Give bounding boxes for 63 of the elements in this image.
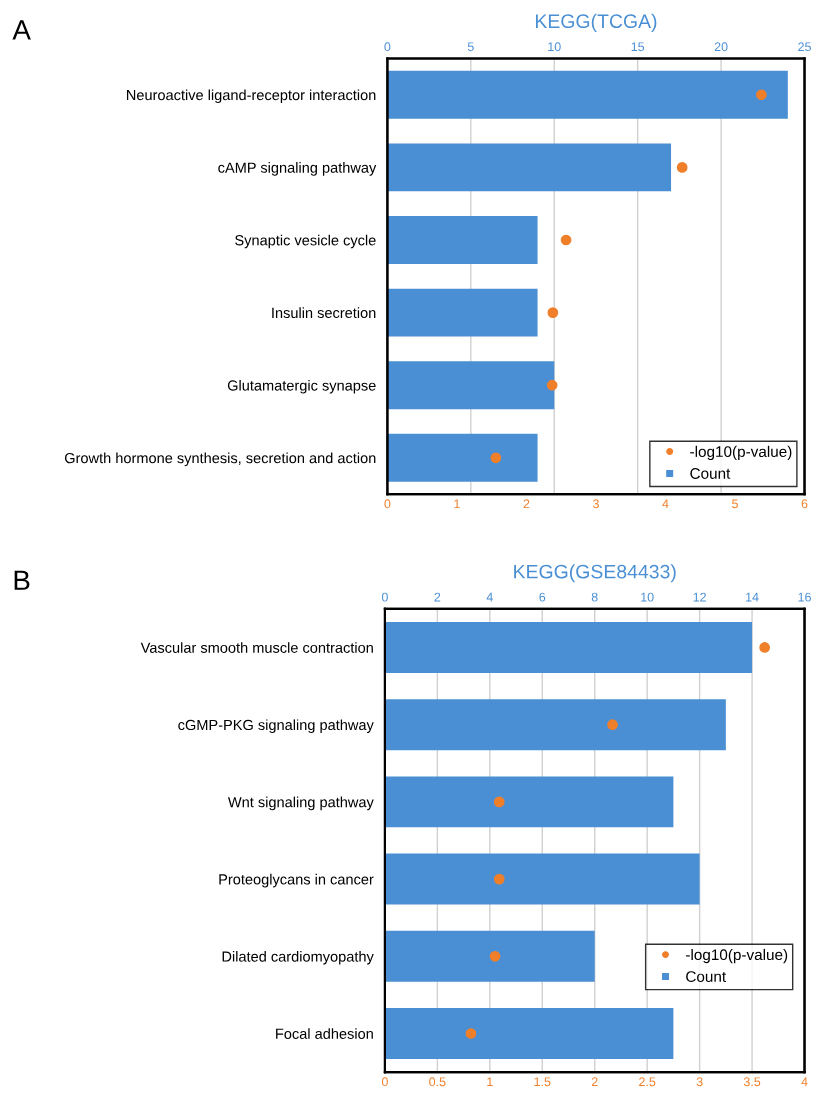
y-tick-label: Wnt signaling pathway xyxy=(227,796,374,811)
x-tick-label: 4 xyxy=(801,1077,808,1087)
x2-tick-label: 8 xyxy=(591,592,598,602)
x2-tick-label: 10 xyxy=(641,592,654,602)
x2-tick-label: 16 xyxy=(798,592,811,602)
y-tick-label: Synaptic vesicle cycle xyxy=(235,234,376,249)
x2-tick-label: 25 xyxy=(798,42,811,52)
x-tick-label: 2.5 xyxy=(639,1077,656,1087)
x2-tick-label: 5 xyxy=(467,42,474,52)
point xyxy=(489,950,501,962)
x-tick-label: 1 xyxy=(454,499,460,509)
point xyxy=(560,234,572,246)
x-tick-label: 3.5 xyxy=(743,1077,761,1087)
y-tick-label: Focal adhesion xyxy=(276,1028,373,1039)
x-tick-label: 4 xyxy=(662,499,669,509)
x-tick-label: 2 xyxy=(591,1077,598,1087)
x2-tick-label: 15 xyxy=(631,42,645,52)
legend-label: Count xyxy=(690,468,731,479)
legend-label: -log10(p-value) xyxy=(690,445,792,461)
x2-tick-label: 20 xyxy=(714,42,728,52)
y-tick-label: Vascular smooth muscle contraction xyxy=(140,642,373,653)
x-tick-label: 0 xyxy=(384,499,391,509)
y-tick-label: Neuroactive ligand-receptor interaction xyxy=(127,89,376,104)
y-tick-label: cGMP-PKG signaling pathway xyxy=(178,719,374,733)
point xyxy=(493,796,505,808)
x-tick-label: 5 xyxy=(732,499,738,509)
x2-tick-label: 12 xyxy=(693,592,706,602)
x-tick-label: 3 xyxy=(696,1077,703,1087)
y-tick-label: Growth hormone synthesis, secretion and action xyxy=(64,452,376,467)
point xyxy=(490,452,502,464)
point xyxy=(756,89,767,101)
x-tick-label: 6 xyxy=(801,499,808,509)
x2-tick-label: 0 xyxy=(381,592,388,602)
chart-title: KEGG(TCGA) xyxy=(535,13,657,32)
y-tick-label: Glutamatergic synapse xyxy=(227,379,376,394)
x-tick-label: 1.5 xyxy=(534,1077,551,1087)
point xyxy=(759,642,771,653)
y-tick-label: Proteoglycans in cancer xyxy=(219,873,374,888)
point xyxy=(546,379,558,391)
point xyxy=(547,307,559,318)
x-tick-label: 3 xyxy=(592,499,599,509)
text: B xyxy=(14,570,30,590)
x2-tick-label: 4 xyxy=(486,592,493,602)
legend-label: -log10(p-value) xyxy=(686,948,788,964)
x2-tick-label: 6 xyxy=(539,592,546,602)
x-tick-label: 0 xyxy=(381,1077,388,1087)
point xyxy=(676,162,688,173)
x2-tick-label: 2 xyxy=(434,592,441,602)
x2-tick-label: 10 xyxy=(548,42,561,52)
text: A xyxy=(12,20,31,40)
x-tick-label: 2 xyxy=(523,499,530,509)
x2-tick-label: 0 xyxy=(384,42,391,52)
legend-label: Count xyxy=(686,971,727,982)
point xyxy=(607,719,618,731)
y-tick-label: cAMP signaling pathway xyxy=(218,162,377,176)
point xyxy=(493,873,505,885)
y-tick-label: Insulin secretion xyxy=(272,307,376,319)
x-tick-label: 1 xyxy=(487,1077,493,1087)
chart-title: KEGG(GSE84433) xyxy=(514,564,676,583)
point xyxy=(465,1028,477,1039)
x-tick-label: 0.5 xyxy=(429,1077,446,1087)
y-tick-label: Dilated cardiomyopathy xyxy=(222,951,374,965)
x2-tick-label: 14 xyxy=(746,592,759,602)
